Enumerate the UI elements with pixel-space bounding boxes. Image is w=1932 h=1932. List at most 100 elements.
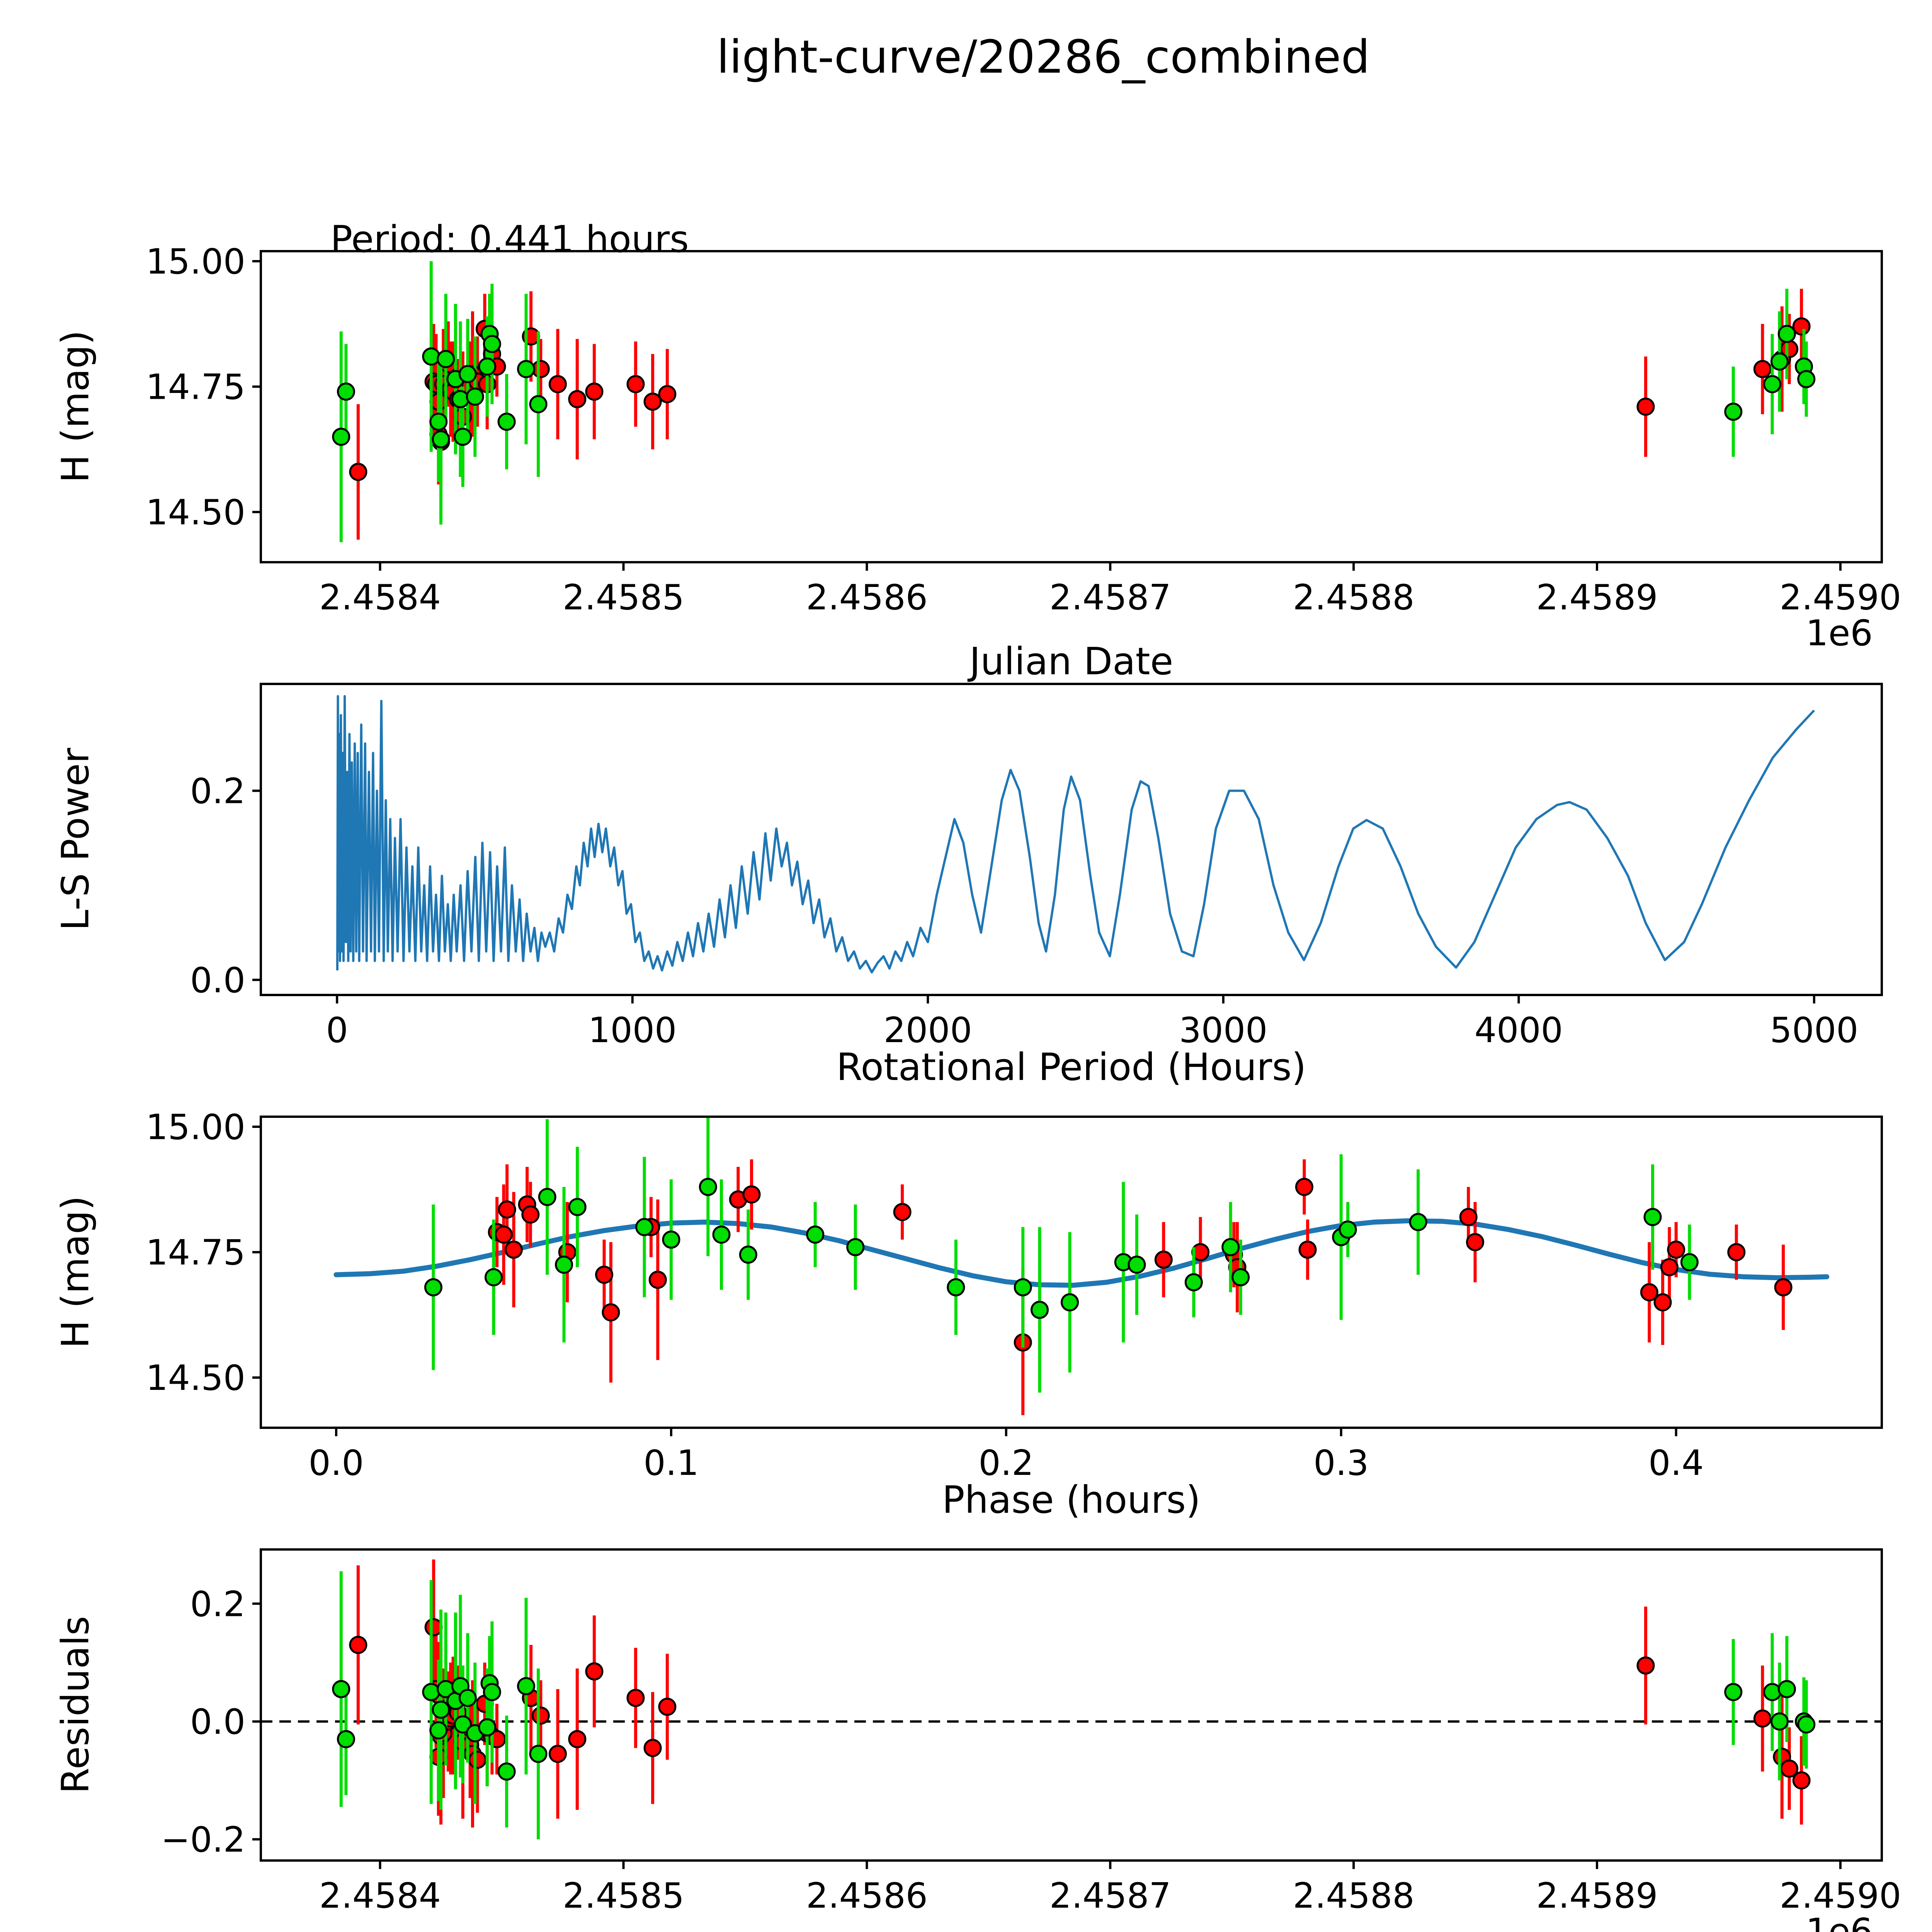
data-point-marker	[422, 347, 440, 366]
data-point-marker	[497, 412, 516, 431]
data-point-marker	[568, 1198, 587, 1216]
periodogram-axes-frame	[260, 683, 1883, 996]
data-point-marker	[483, 335, 501, 353]
data-point-marker	[349, 1636, 367, 1654]
data-point-marker	[531, 1706, 550, 1725]
data-point-marker	[429, 1721, 448, 1740]
data-point-marker	[1753, 1709, 1772, 1728]
data-point-marker	[1636, 1656, 1655, 1675]
residuals-ytick-label: 0.0	[190, 1702, 245, 1742]
phased-lightcurve-fit-curve	[333, 1218, 1830, 1288]
data-point-marker	[626, 375, 645, 393]
data-point-marker	[595, 1265, 614, 1284]
residuals-xtick-label: 2.4590	[1779, 1876, 1901, 1916]
phased-lightcurve-xtick-label: 0.2	[978, 1443, 1034, 1483]
data-point-marker	[1774, 1278, 1793, 1296]
residuals-xtick-label: 2.4588	[1293, 1876, 1415, 1916]
jd-lightcurve-green-points	[332, 261, 1816, 543]
data-point-marker	[1643, 1208, 1662, 1226]
data-point-marker	[1221, 1238, 1240, 1257]
jd-lightcurve-xtick-label: 2.4584	[319, 577, 441, 618]
jd-lightcurve-xtick-label: 2.4587	[1049, 577, 1171, 618]
data-point-marker	[1409, 1213, 1427, 1231]
jd-lightcurve-ytick-label: 15.00	[146, 242, 245, 282]
periodogram-xtick-label: 3000	[1179, 1010, 1267, 1051]
periodogram: 0 1000 2000 3000 4000 5000 0.0 0.2	[190, 683, 1883, 1051]
periodogram-xtick-label: 4000	[1475, 1010, 1563, 1051]
data-point-marker	[429, 412, 448, 431]
data-point-marker	[1792, 1771, 1811, 1790]
periodogram-xtick-label: 0	[326, 1010, 348, 1051]
data-point-marker	[1724, 402, 1743, 421]
data-point-marker	[658, 385, 677, 403]
phased-lightcurve-xtick-label: 0.1	[643, 1443, 699, 1483]
data-point-marker	[1777, 325, 1796, 343]
data-point-marker	[1792, 317, 1811, 336]
data-point-marker	[1184, 1273, 1203, 1291]
data-point-marker	[1727, 1243, 1746, 1262]
data-point-marker	[1653, 1293, 1672, 1311]
data-point-marker	[498, 1200, 516, 1219]
data-point-marker	[846, 1238, 865, 1257]
data-point-marker	[422, 1683, 440, 1701]
phased-lightcurve-ytick-label: 15.00	[146, 1107, 245, 1148]
data-point-marker	[521, 1205, 540, 1224]
jd-lightcurve: 2.4584 2.4585 2.4586 2.4587 2.4588 2.4589 2.45…	[146, 242, 1901, 618]
residuals-xtick-label: 2.4584	[319, 1876, 441, 1916]
jd-lightcurve-xtick-label: 2.4586	[806, 577, 928, 618]
data-point-marker	[458, 1689, 477, 1707]
residuals-red-points	[349, 1559, 1811, 1828]
axis-offset-1e6-bottom: 1e6	[1806, 1911, 1873, 1932]
data-point-marker	[568, 390, 587, 408]
phased-lightcurve-red-points	[488, 1159, 1793, 1415]
phased-lightcurve-axes-frame	[260, 1116, 1883, 1429]
data-point-marker	[458, 365, 477, 383]
residuals-xtick-label: 2.4586	[806, 1876, 928, 1916]
periodogram-power-line	[336, 695, 1815, 974]
xlabel-phase: Phase (hours)	[942, 1478, 1201, 1522]
data-point-marker	[1753, 360, 1772, 378]
data-point-marker	[1466, 1233, 1485, 1252]
data-point-marker	[432, 1701, 450, 1719]
jd-lightcurve-red-points	[349, 289, 1811, 540]
data-point-marker	[1298, 1240, 1317, 1259]
residuals-ytick-label: 0.2	[190, 1584, 245, 1624]
data-point-marker	[483, 1683, 501, 1701]
data-point-marker	[1797, 1715, 1816, 1734]
data-point-marker	[424, 1278, 442, 1296]
data-point-marker	[568, 1730, 587, 1748]
residuals-xtick-label: 2.4587	[1049, 1876, 1171, 1916]
data-point-marker	[1780, 1759, 1799, 1778]
data-point-marker	[1231, 1268, 1250, 1286]
data-point-marker	[497, 1762, 516, 1781]
data-point-marker	[1459, 1208, 1478, 1226]
data-point-marker	[699, 1178, 717, 1196]
residuals-ytick-label: −0.2	[161, 1820, 245, 1860]
data-point-marker	[1770, 352, 1789, 371]
jd-lightcurve-xtick-label: 2.4589	[1536, 577, 1658, 618]
data-point-marker	[1763, 375, 1782, 393]
data-point-marker	[1636, 398, 1655, 416]
data-point-marker	[505, 1240, 523, 1259]
jd-lightcurve-ytick-label: 14.50	[146, 492, 245, 533]
data-point-marker	[648, 1270, 667, 1289]
data-point-marker	[602, 1303, 620, 1321]
data-point-marker	[742, 1185, 761, 1204]
data-point-marker	[466, 388, 484, 406]
data-point-marker	[332, 427, 350, 446]
data-point-marker	[555, 1255, 573, 1274]
data-point-marker	[548, 375, 567, 393]
data-point-marker	[495, 1225, 513, 1244]
periodogram-xtick-label: 1000	[588, 1010, 677, 1051]
data-point-marker	[893, 1203, 912, 1221]
data-point-marker	[548, 1745, 567, 1763]
data-point-marker	[1061, 1293, 1079, 1311]
data-point-marker	[626, 1689, 645, 1707]
jd-lightcurve-xtick-label: 2.4585	[563, 577, 684, 618]
figure-title: light-curve/20286_combined	[716, 30, 1370, 83]
data-point-marker	[1295, 1178, 1313, 1196]
data-point-marker	[1154, 1250, 1173, 1269]
data-point-marker	[585, 383, 604, 401]
